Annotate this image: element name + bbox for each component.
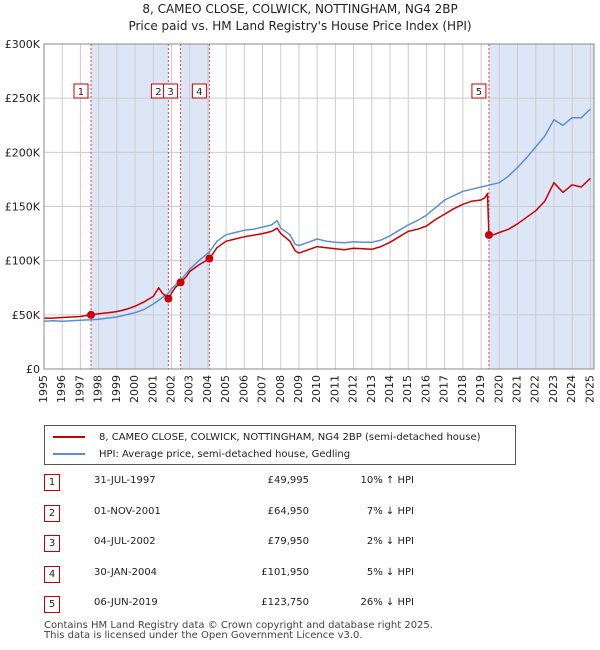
sale-badge-box	[73, 83, 89, 99]
x-tick-label: 2009	[292, 375, 305, 403]
x-tick-label: 2005	[219, 375, 232, 403]
x-tick-label: 2025	[583, 375, 596, 403]
footer-line-copyright: Contains HM Land Registry data © Crown c…	[44, 620, 433, 631]
sale-badge-box	[163, 83, 179, 99]
x-tick-label: 1999	[110, 375, 123, 403]
y-tick-label: £200K	[5, 146, 41, 159]
sale-date: 04-JUL-2002	[94, 536, 156, 547]
y-tick-label: £50K	[12, 309, 41, 322]
x-tick-label: 2004	[201, 375, 214, 403]
x-tick-label: 2013	[365, 375, 378, 403]
x-tick-label: 2022	[529, 375, 542, 403]
legend-label-property: 8, CAMEO CLOSE, COLWICK, NOTTINGHAM, NG4…	[99, 431, 481, 443]
legend-item-hpi: HPI: Average price, semi-detached house,…	[53, 446, 350, 462]
x-tick-label: 2000	[128, 375, 141, 403]
y-tick-label: £300K	[5, 38, 41, 51]
x-tick-label: 2021	[511, 375, 524, 403]
x-tick-label: 2007	[256, 375, 269, 403]
sale-badge-number: 2	[155, 87, 161, 98]
x-tick-label: 2014	[383, 375, 396, 403]
x-tick-label: 2003	[183, 375, 196, 403]
y-tick-label: £0	[26, 363, 40, 376]
plot-frame	[43, 43, 595, 370]
sale-number-badge: 1	[44, 474, 60, 491]
x-tick-label: 2023	[547, 375, 560, 403]
x-tick-label: 2006	[237, 375, 250, 403]
sale-number-badge: 5	[44, 596, 60, 613]
sale-point	[86, 310, 95, 319]
sale-badge-number: 1	[78, 87, 84, 98]
sale-hpi-change: 26% ↓ HPI	[360, 597, 414, 608]
x-tick-label: 2024	[565, 375, 578, 403]
sale-badge-box	[471, 83, 487, 99]
sale-hpi-change: 5% ↓ HPI	[366, 566, 414, 578]
x-tick-label: 2016	[419, 375, 432, 403]
sale-date: 30-JAN-2004	[94, 566, 158, 578]
x-tick-label: 2011	[328, 375, 341, 403]
x-tick-label: 1997	[73, 375, 86, 403]
footer-attribution: Contains HM Land Registry data © Crown c…	[44, 621, 433, 641]
sale-badge-number: 3	[167, 87, 173, 98]
x-tick-label: 2020	[492, 375, 505, 403]
sale-price: £64,950	[267, 505, 309, 517]
x-tick-label: 2015	[401, 375, 414, 403]
chart-title-address: 8, CAMEO CLOSE, COLWICK, NOTTINGHAM, NG4…	[142, 2, 458, 16]
x-tick-label: 2018	[456, 375, 469, 403]
legend-label-hpi: HPI: Average price, semi-detached house,…	[99, 448, 351, 460]
sale-badge-box	[191, 83, 207, 99]
chart-legend: 8, CAMEO CLOSE, COLWICK, NOTTINGHAM, NG4…	[44, 425, 516, 465]
legend-swatch-hpi	[53, 453, 85, 455]
legend-item-property: 8, CAMEO CLOSE, COLWICK, NOTTINGHAM, NG4…	[53, 429, 481, 445]
sale-price: £123,750	[261, 597, 309, 608]
x-tick-label: 2002	[164, 375, 177, 403]
sale-date: 06-JUN-2019	[94, 597, 158, 608]
sale-hpi-change: 7% ↓ HPI	[366, 505, 414, 517]
sale-date: 31-JUL-1997	[94, 475, 156, 486]
sale-number-badge: 3	[44, 535, 60, 552]
sale-price: £101,950	[261, 566, 309, 578]
sale-badge-number: 5	[476, 87, 482, 98]
x-tick-label: 2008	[274, 375, 287, 403]
x-tick-label: 1995	[37, 375, 50, 403]
y-tick-label: £250K	[5, 92, 41, 105]
x-tick-label: 2001	[146, 375, 159, 403]
sale-point	[176, 278, 185, 287]
sale-hpi-change: 2% ↓ HPI	[366, 536, 414, 547]
chart-subtitle: Price paid vs. HM Land Registry's House …	[128, 19, 472, 33]
x-tick-label: 2012	[347, 375, 360, 403]
sale-date: 01-NOV-2001	[94, 505, 161, 517]
sale-hpi-change: 10% ↑ HPI	[360, 475, 414, 486]
sale-point	[164, 294, 173, 303]
footer-line-licence: This data is licensed under the Open Gov…	[44, 630, 363, 641]
x-tick-label: 1998	[92, 375, 105, 403]
x-tick-label: 2017	[438, 375, 451, 403]
x-tick-label: 1996	[55, 375, 68, 403]
legend-swatch-property	[53, 436, 85, 438]
sale-point	[484, 230, 493, 239]
sale-number-badge: 4	[44, 565, 60, 583]
sale-price: £49,995	[267, 475, 309, 486]
x-tick-label: 2010	[310, 375, 323, 403]
y-tick-label: £150K	[5, 201, 41, 214]
sale-point	[205, 254, 214, 263]
sale-number-badge: 2	[44, 504, 60, 522]
x-tick-label: 2019	[474, 375, 487, 403]
hpi-line	[43, 108, 591, 323]
y-tick-label: £100K	[5, 255, 41, 268]
sale-price: £79,950	[267, 536, 309, 547]
sale-badge-number: 4	[196, 87, 202, 98]
